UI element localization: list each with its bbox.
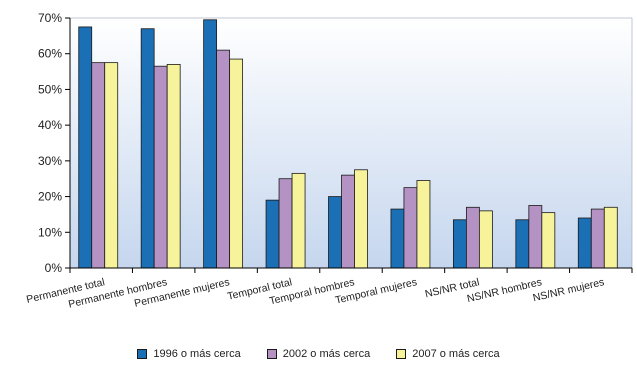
category-label: NS/NR mujeres bbox=[532, 276, 606, 304]
bar bbox=[229, 58, 244, 269]
y-tick-label: 10% bbox=[38, 225, 62, 239]
bar bbox=[341, 174, 355, 269]
legend-swatch bbox=[396, 349, 407, 359]
legend-swatch bbox=[266, 349, 277, 359]
bar bbox=[104, 62, 119, 269]
y-tick-label: 70% bbox=[38, 11, 62, 25]
bar bbox=[265, 199, 280, 269]
bar bbox=[390, 208, 405, 269]
bar bbox=[291, 172, 306, 269]
bar bbox=[452, 219, 467, 269]
legend-label: 2002 o más cerca bbox=[282, 348, 371, 360]
x-axis bbox=[69, 267, 633, 273]
y-tick-label: 20% bbox=[38, 190, 62, 204]
bar bbox=[403, 187, 418, 269]
bar bbox=[577, 217, 592, 269]
bar bbox=[354, 169, 368, 269]
bar bbox=[140, 28, 155, 269]
y-tick-label: 40% bbox=[38, 118, 62, 132]
bar bbox=[465, 206, 480, 269]
y-tick-label: 30% bbox=[38, 154, 62, 168]
legend-label: 1996 o más cerca bbox=[153, 348, 241, 360]
bar bbox=[416, 180, 431, 269]
bar bbox=[216, 49, 231, 269]
y-tick-label: 50% bbox=[38, 82, 62, 96]
bars bbox=[78, 19, 618, 269]
bar bbox=[278, 178, 293, 269]
y-axis: 0% 10% 20% 30% 40% 50% 60% 70% bbox=[38, 11, 71, 275]
legend-item: 2002 o más cerca bbox=[266, 348, 371, 360]
bar bbox=[515, 219, 530, 269]
bar bbox=[78, 26, 93, 269]
bar bbox=[590, 208, 605, 269]
bar bbox=[166, 64, 181, 269]
legend-label: 2007 o más cerca bbox=[412, 348, 500, 360]
legend-swatch bbox=[137, 349, 148, 359]
bar bbox=[203, 19, 218, 269]
bar bbox=[328, 196, 342, 269]
bar bbox=[91, 62, 106, 269]
legend-item: 2007 o más cerca bbox=[396, 348, 500, 360]
bar bbox=[528, 205, 543, 269]
bar bbox=[478, 210, 493, 269]
bar bbox=[153, 65, 168, 269]
y-tick-label: 0% bbox=[45, 261, 63, 275]
y-tick-label: 60% bbox=[38, 47, 62, 61]
bar bbox=[541, 212, 556, 269]
bar-chart: 0% 10% 20% 30% 40% 50% 60% 70% Permanente total… bbox=[25, 11, 633, 311]
legend-item: 1996 o más cerca bbox=[137, 348, 241, 360]
bar bbox=[603, 206, 618, 269]
legend: 1996 o más cerca 2002 o más cerca 2007 o m… bbox=[0, 348, 637, 360]
